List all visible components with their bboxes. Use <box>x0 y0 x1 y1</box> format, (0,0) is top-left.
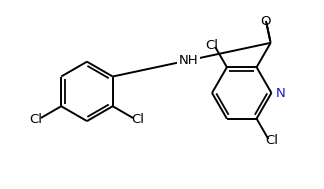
Text: NH: NH <box>179 54 198 67</box>
Text: Cl: Cl <box>132 112 145 125</box>
Text: Cl: Cl <box>265 134 278 147</box>
Text: Cl: Cl <box>29 112 42 125</box>
Text: Cl: Cl <box>206 39 219 52</box>
Text: N: N <box>275 87 285 100</box>
Text: O: O <box>260 15 271 28</box>
